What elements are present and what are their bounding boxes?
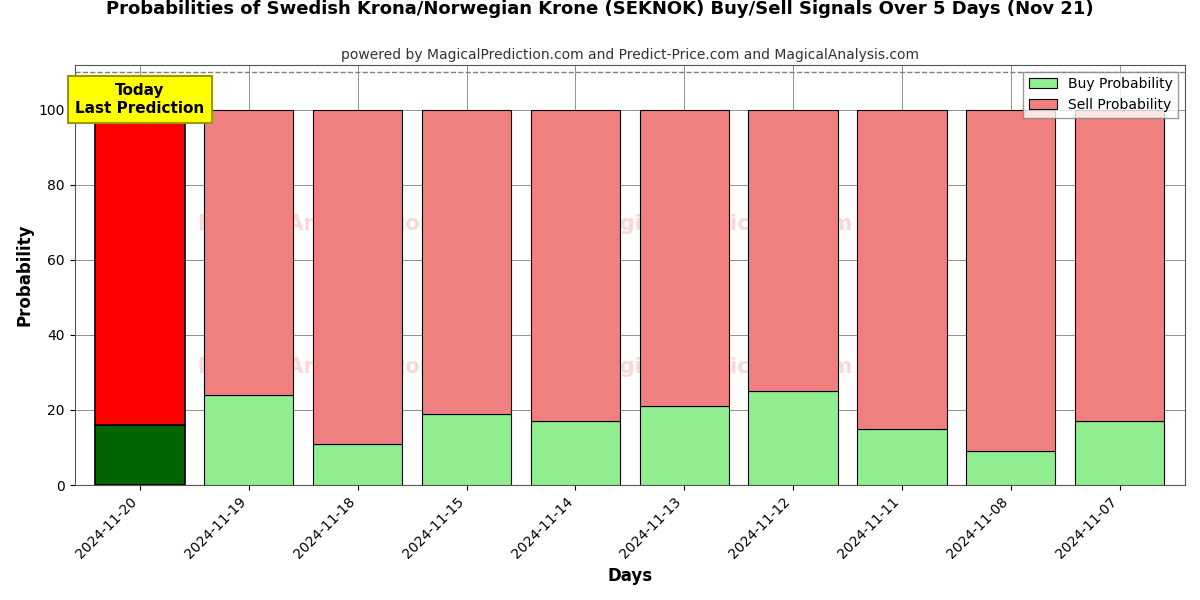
Bar [966,451,1056,485]
Bar [204,395,294,485]
Y-axis label: Probability: Probability [16,224,34,326]
Bar [204,110,294,395]
Bar [95,110,185,425]
Text: MagicalPrediction.com: MagicalPrediction.com [586,214,852,235]
Bar [313,110,402,444]
Bar [640,110,728,406]
Bar [1075,110,1164,421]
Bar [422,414,511,485]
Bar [530,421,620,485]
Bar [1075,421,1164,485]
Bar [857,429,947,485]
Title: powered by MagicalPrediction.com and Predict-Price.com and MagicalAnalysis.com: powered by MagicalPrediction.com and Pre… [341,48,919,62]
Bar [640,406,728,485]
Bar [422,110,511,414]
Bar [313,444,402,485]
Bar [857,110,947,429]
Bar [95,425,185,485]
Text: MagicalAnalysis.com: MagicalAnalysis.com [197,358,442,377]
Bar [530,110,620,421]
Text: Today
Last Prediction: Today Last Prediction [76,83,204,116]
Text: MagicalPrediction.com: MagicalPrediction.com [586,358,852,377]
Text: Probabilities of Swedish Krona/Norwegian Krone (SEKNOK) Buy/Sell Signals Over 5 : Probabilities of Swedish Krona/Norwegian… [106,0,1094,18]
X-axis label: Days: Days [607,567,653,585]
Legend: Buy Probability, Sell Probability: Buy Probability, Sell Probability [1024,71,1178,118]
Bar [749,391,838,485]
Text: MagicalAnalysis.com: MagicalAnalysis.com [197,214,442,235]
Bar [749,110,838,391]
Bar [966,110,1056,451]
